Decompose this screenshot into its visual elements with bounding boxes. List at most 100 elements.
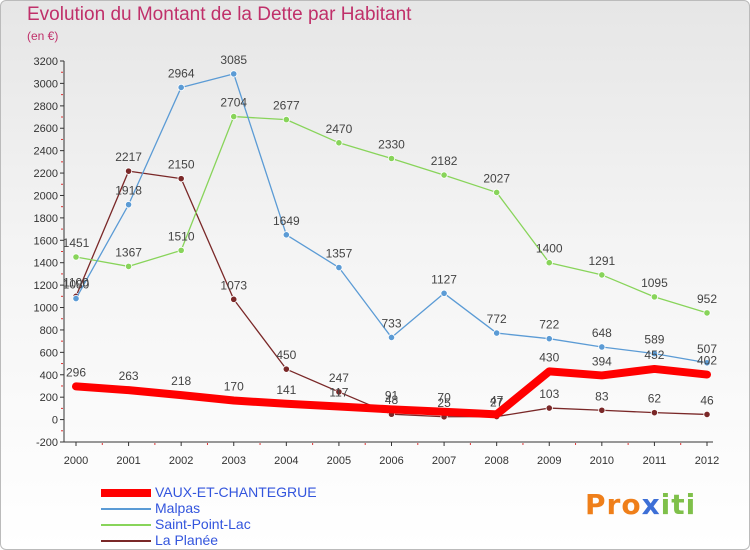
data-point [703, 359, 711, 367]
data-point [124, 167, 133, 175]
data-point [493, 329, 501, 337]
data-label: 648 [592, 326, 612, 340]
y-tick-label: 400 [40, 370, 58, 382]
data-point [124, 262, 133, 271]
legend-label: Malpas [155, 500, 201, 516]
data-point [599, 373, 604, 378]
y-tick-label: 1000 [34, 303, 58, 315]
data-label: 47 [490, 393, 504, 407]
data-point [72, 253, 80, 261]
logo-letter: o [621, 488, 642, 521]
legend-swatch [101, 540, 151, 542]
y-tick-label: 800 [40, 325, 58, 337]
data-label: 2704 [220, 96, 247, 110]
x-tick-label: 2006 [379, 455, 403, 467]
y-tick-label: 1800 [34, 213, 58, 225]
data-point [440, 171, 448, 179]
legend-swatch [101, 524, 151, 526]
y-tick-label: 0 [52, 415, 58, 427]
data-point [598, 343, 606, 351]
legend-label: VAUX-ET-CHANTEGRUE [155, 484, 317, 500]
x-tick-label: 2007 [432, 455, 456, 467]
legend-label: Saint-Point-Lac [155, 516, 251, 532]
x-tick-label: 2009 [537, 455, 561, 467]
data-point [387, 333, 396, 342]
data-point [177, 246, 185, 254]
data-point [124, 201, 133, 209]
data-point [494, 412, 499, 417]
data-label: 141 [276, 383, 296, 397]
data-label: 83 [595, 389, 609, 403]
data-point [335, 388, 343, 396]
data-label: 91 [385, 388, 399, 402]
data-label: 589 [644, 333, 664, 347]
data-point [284, 401, 289, 406]
data-label: 1367 [115, 245, 142, 259]
y-tick-label: 3200 [34, 56, 58, 68]
data-point [650, 409, 659, 417]
chart-title: Evolution du Montant de la Dette par Hab… [27, 4, 412, 25]
data-point [230, 70, 238, 78]
data-label: 1649 [273, 214, 300, 228]
legend-swatch [101, 489, 151, 497]
data-label: 1095 [641, 276, 668, 290]
legend-label: La Planée [155, 532, 219, 548]
chart-subtitle: (en €) [27, 29, 59, 43]
data-point [493, 188, 501, 197]
data-label: 450 [276, 348, 296, 362]
y-tick-label: 1200 [34, 280, 58, 292]
logo-letter: i [685, 488, 697, 521]
data-label: 394 [592, 354, 612, 368]
logo-letter: t [671, 488, 686, 521]
data-point [282, 365, 290, 373]
data-label: 952 [697, 292, 717, 306]
data-label: 772 [487, 312, 507, 326]
legend-swatch [101, 508, 151, 510]
data-point [335, 263, 343, 272]
data-point [703, 410, 711, 419]
y-tick-label: 2400 [34, 146, 58, 158]
data-label: 263 [119, 369, 139, 383]
data-point [282, 231, 290, 239]
data-point [72, 294, 80, 303]
x-tick-label: 2002 [169, 455, 193, 467]
data-label: 25 [437, 396, 451, 410]
x-tick-label: 2003 [222, 455, 246, 467]
data-point [231, 398, 236, 403]
data-point [282, 116, 290, 124]
y-tick-label: 3000 [34, 78, 58, 90]
data-point [545, 259, 553, 267]
y-tick-label: -200 [36, 437, 58, 449]
data-label: 1100 [63, 275, 89, 289]
data-label: 1451 [63, 236, 90, 250]
data-label: 1291 [588, 254, 615, 268]
data-point [230, 295, 238, 303]
data-point [545, 404, 553, 412]
y-tick-label: 600 [40, 347, 58, 359]
data-label: 117 [329, 385, 348, 399]
data-label: 507 [697, 342, 717, 356]
data-point [335, 139, 343, 147]
data-label: 2964 [168, 66, 195, 80]
data-label: 2027 [483, 171, 510, 185]
x-tick-label: 2010 [590, 455, 614, 467]
data-label: 2470 [326, 122, 353, 136]
x-tick-label: 2005 [327, 455, 351, 467]
data-label: 1073 [220, 278, 247, 292]
data-label: 247 [329, 371, 349, 385]
data-label: 1357 [326, 247, 353, 261]
y-tick-label: 200 [40, 392, 58, 404]
data-label: 402 [697, 354, 717, 368]
y-tick-label: 2200 [34, 168, 58, 180]
logo-letter: i [660, 488, 672, 521]
data-label: 62 [648, 392, 662, 406]
data-label: 2677 [273, 99, 300, 113]
data-label: 430 [539, 350, 559, 364]
data-point [442, 409, 447, 414]
data-label: 733 [381, 316, 401, 330]
data-point [598, 271, 606, 279]
x-tick-label: 2001 [116, 455, 140, 467]
data-point [598, 406, 606, 414]
